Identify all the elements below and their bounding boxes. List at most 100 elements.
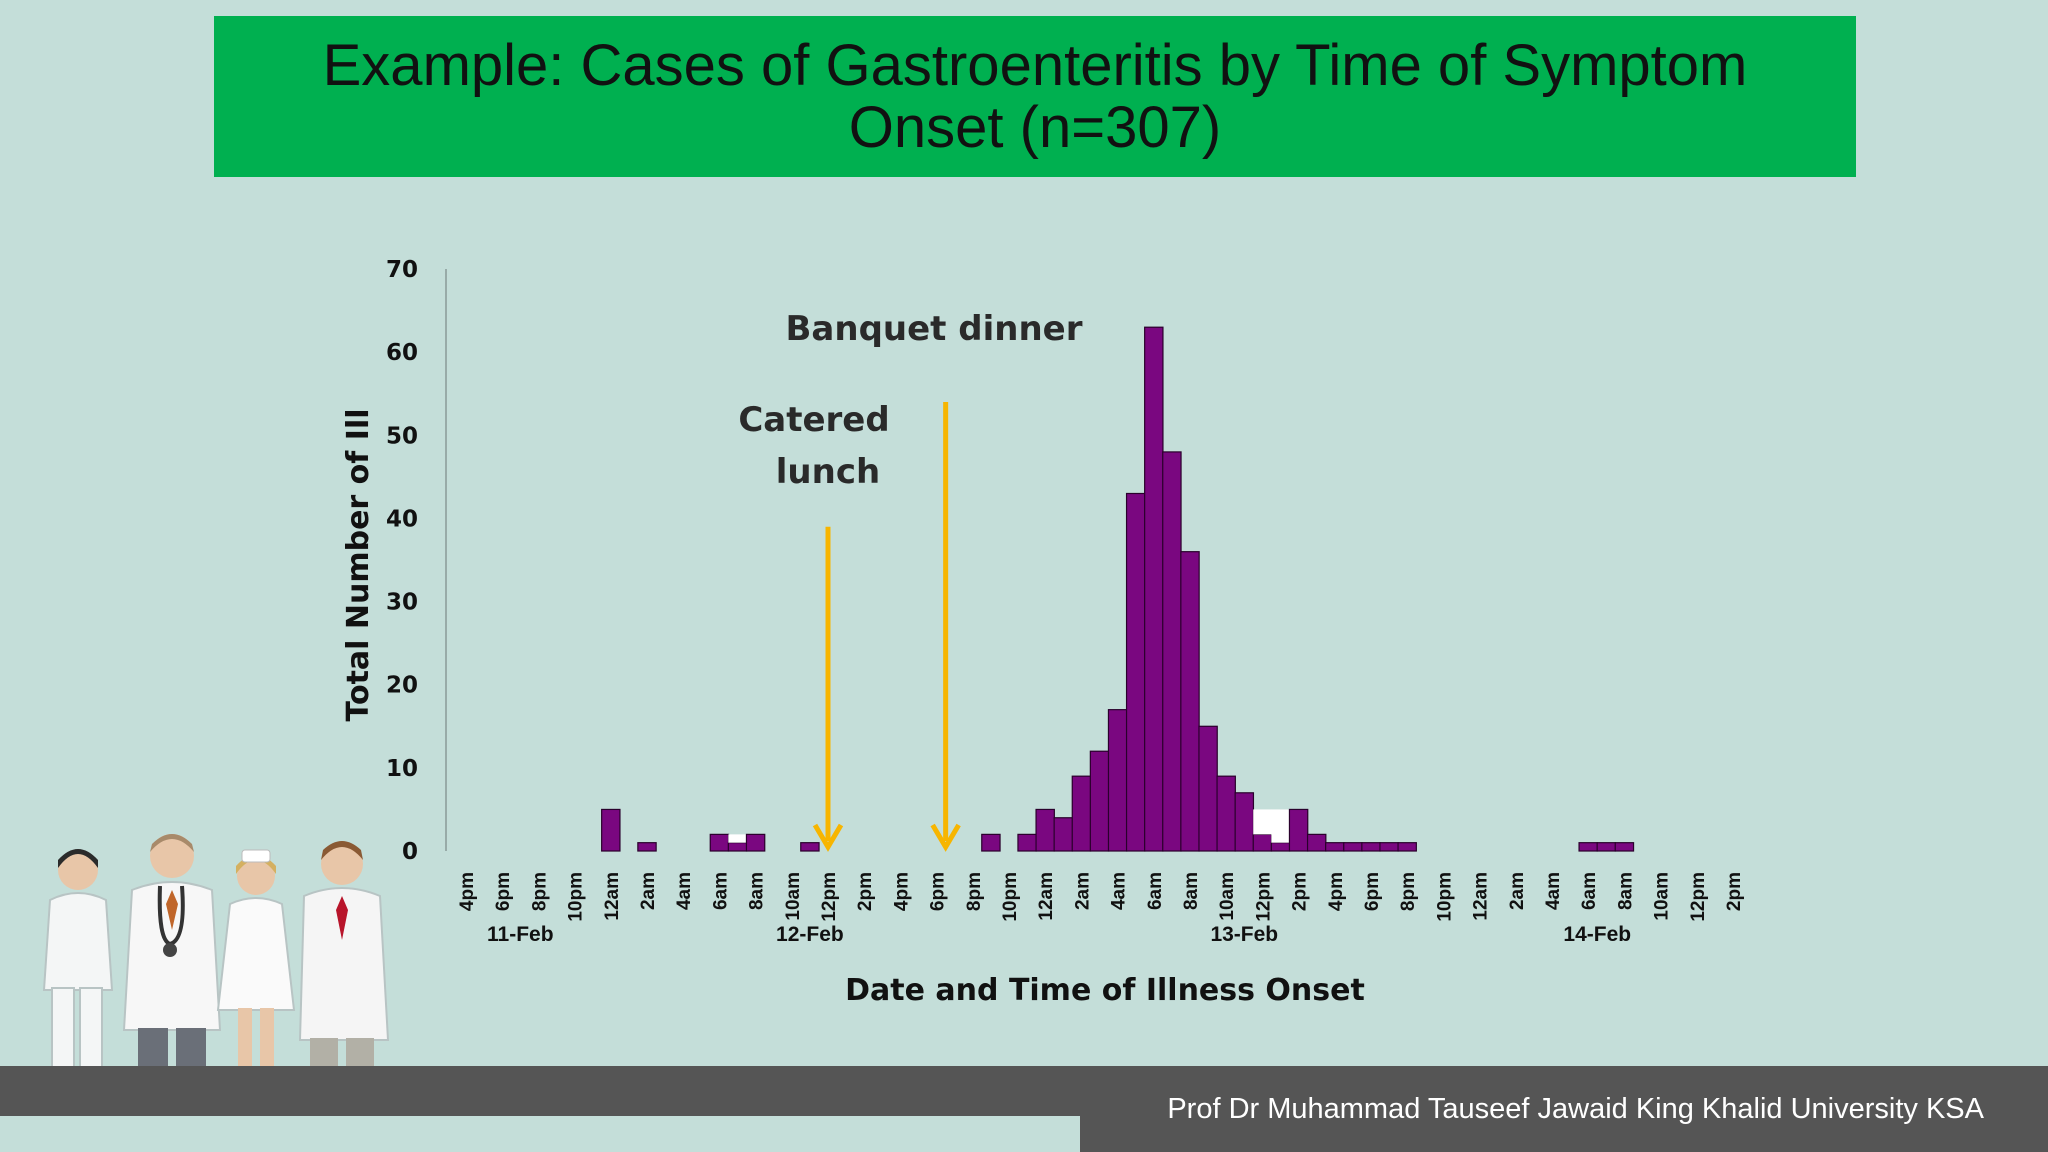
x-tick-label: 2am <box>1507 872 1528 910</box>
x-tick-label: 4pm <box>891 872 912 911</box>
bar <box>727 842 748 852</box>
x-tick-label: 8am <box>1181 872 1202 910</box>
day-label: 11-Feb <box>487 923 554 946</box>
bar <box>1288 808 1309 852</box>
title-banner: Example: Cases of Gastroenteritis by Tim… <box>214 16 1856 177</box>
x-tick-label: 10am <box>1217 872 1238 921</box>
x-tick-label: 8pm <box>529 872 550 911</box>
y-tick-label: 40 <box>386 506 418 532</box>
bar <box>1596 842 1617 852</box>
x-tick-label: 4am <box>674 872 695 910</box>
bar <box>1144 326 1164 852</box>
x-axis: 4pm 6pm 8pm 10pm 12am 2am 4am 6am 8am 10am 12pm 2pm… <box>457 872 1745 946</box>
bar <box>1180 551 1200 852</box>
annotations-group: Catered lunch Banquet dinner <box>738 309 1083 852</box>
y-tick-label: 30 <box>386 590 418 616</box>
x-tick-label: 6am <box>1579 872 1600 910</box>
y-axis-title: Total Number of Ill <box>341 408 376 721</box>
x-tick-label: 8pm <box>1398 872 1419 911</box>
bar <box>1306 833 1327 852</box>
annotation-arrow-head-icon <box>812 823 844 852</box>
x-tick-label: 6pm <box>1362 872 1383 911</box>
bar <box>1343 842 1363 852</box>
y-tick-label: 0 <box>402 839 418 865</box>
annotation-label: Catered <box>738 400 889 440</box>
x-axis-title: Date and Time of Illness Onset <box>845 973 1365 1008</box>
x-tick-label: 12am <box>602 872 623 921</box>
x-tick-label: 10pm <box>566 872 587 922</box>
bar <box>1270 842 1291 852</box>
x-tick-label: 2pm <box>1724 872 1745 911</box>
bar <box>1071 775 1092 852</box>
x-tick-label: 2am <box>1072 872 1093 910</box>
x-tick-label: 10pm <box>1000 872 1021 922</box>
x-tick-label: 6am <box>1145 872 1166 910</box>
bar <box>1252 833 1273 852</box>
bar <box>981 833 1001 852</box>
medical-staff-illustration <box>42 834 390 1108</box>
bar-segment-white <box>1271 809 1290 843</box>
x-tick-label: 6pm <box>928 872 949 911</box>
bar <box>1379 842 1399 852</box>
x-tick-label: 8am <box>1615 872 1636 910</box>
y-tick-label: 10 <box>386 756 418 782</box>
day-label: 12-Feb <box>776 923 844 946</box>
bar <box>709 833 730 852</box>
x-tick-label: 8am <box>747 872 768 910</box>
doctor-red-tie-icon <box>298 841 390 1104</box>
footer-bar-left <box>0 1066 1082 1116</box>
bar <box>1035 808 1055 852</box>
x-tick-label: 12pm <box>1688 872 1709 922</box>
bar <box>1397 842 1417 852</box>
slide-title: Example: Cases of Gastroenteritis by Tim… <box>322 32 1748 160</box>
x-tick-label: 2am <box>638 872 659 910</box>
bar <box>1614 842 1635 852</box>
y-axis: 0 10 20 30 40 50 60 70 <box>386 257 447 865</box>
bar <box>1216 775 1236 852</box>
x-tick-label: 4am <box>1543 872 1564 910</box>
bar <box>637 842 657 852</box>
x-tick-label: 4am <box>1109 872 1130 910</box>
bars-group <box>601 326 1635 852</box>
footer-credit: Prof Dr Muhammad Tauseef Jawaid King Kha… <box>1080 1066 2048 1152</box>
y-tick-label: 60 <box>386 340 418 366</box>
bar <box>1325 842 1345 852</box>
bar <box>1053 817 1074 852</box>
x-tick-label: 4pm <box>1326 872 1347 911</box>
nurse-with-cap-icon <box>216 849 296 1098</box>
y-tick-label: 50 <box>386 423 418 449</box>
bar <box>1162 451 1182 852</box>
day-label: 13-Feb <box>1210 923 1278 946</box>
bar-segment-white <box>1253 809 1272 835</box>
x-tick-label: 10pm <box>1434 872 1455 922</box>
x-tick-label: 12pm <box>819 872 840 922</box>
annotation-label: Banquet dinner <box>786 309 1083 349</box>
bar <box>1578 842 1598 852</box>
bar <box>1198 725 1218 852</box>
bar <box>1361 842 1381 852</box>
bar-segment-white <box>728 834 747 843</box>
annotation-label: lunch <box>776 452 880 492</box>
x-tick-label: 2pm <box>855 872 876 911</box>
bar <box>745 833 766 852</box>
bar <box>1017 833 1037 852</box>
x-tick-label: 8pm <box>964 872 985 911</box>
x-tick-label: 12am <box>1036 872 1057 921</box>
bar <box>1234 792 1255 852</box>
day-label: 14-Feb <box>1563 923 1631 946</box>
x-tick-label: 4pm <box>457 872 478 911</box>
x-tick-label: 2pm <box>1290 872 1311 911</box>
bar <box>1107 709 1128 852</box>
bar <box>1089 750 1110 852</box>
y-tick-label: 70 <box>386 257 418 283</box>
y-tick-label: 20 <box>386 673 418 699</box>
x-tick-label: 6am <box>710 872 731 910</box>
bar <box>1125 492 1146 852</box>
x-tick-label: 10am <box>783 872 804 921</box>
x-tick-label: 12am <box>1471 872 1492 921</box>
bar <box>800 842 820 852</box>
annotation-arrow-head-icon <box>930 823 961 852</box>
x-tick-label: 6pm <box>493 872 514 911</box>
x-tick-label: 12pm <box>1253 872 1274 922</box>
